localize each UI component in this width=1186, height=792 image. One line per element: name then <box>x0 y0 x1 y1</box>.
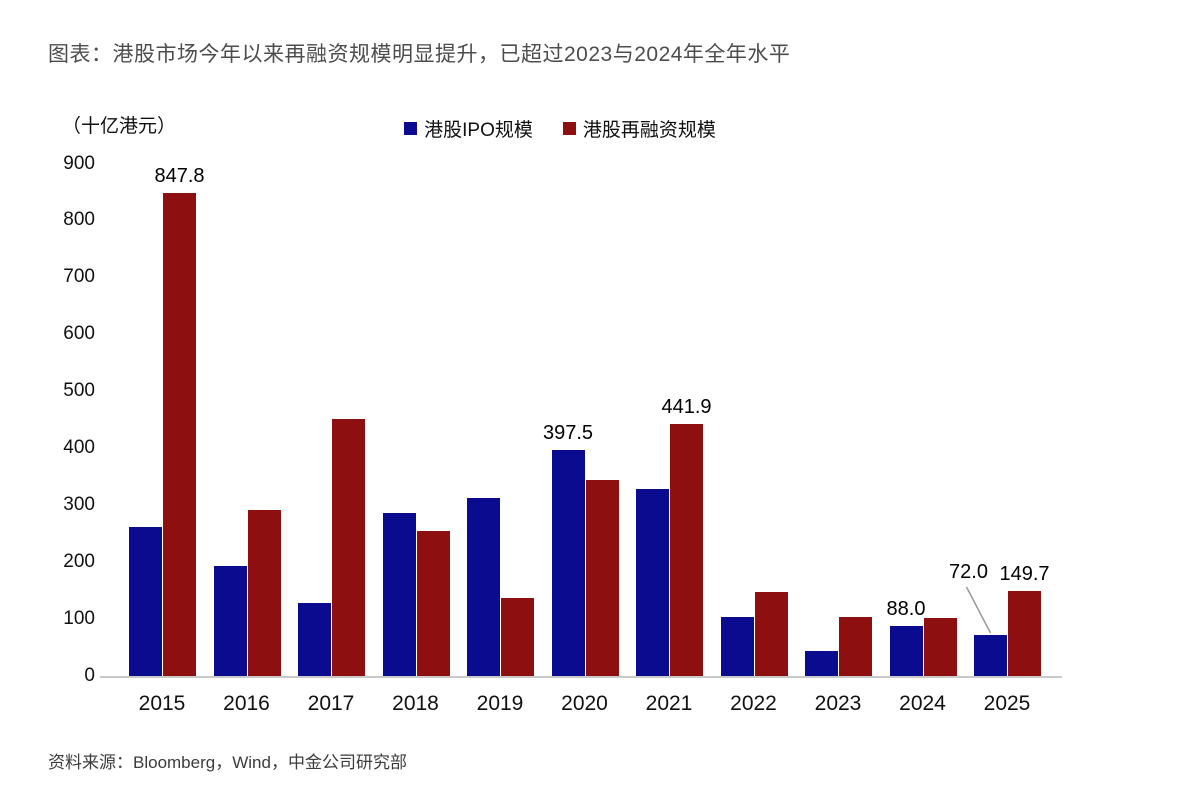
legend-label-refinancing: 港股再融资规模 <box>582 119 716 141</box>
y-axis-tick-label: 500 <box>63 380 95 402</box>
bar-2021-refinancing <box>670 424 703 676</box>
chart-legend: 港股IPO规模 港股再融资规模 <box>100 115 1020 142</box>
x-axis-line <box>100 676 1062 678</box>
x-axis-label-2025: 2025 <box>983 692 1031 715</box>
source-note: 资料来源：Bloomberg，Wind，中金公司研究部 <box>48 753 407 772</box>
data-label-2020-ipo: 397.5 <box>542 421 594 444</box>
bar-2023-refinancing <box>839 616 872 676</box>
y-axis-tick-label: 900 <box>63 152 95 174</box>
axis-unit-label: （十亿港元） <box>62 116 177 137</box>
data-label-2025-ipo: 72.0 <box>949 561 988 583</box>
bar-2016-refinancing <box>247 510 281 676</box>
bar-2023-ipo <box>805 650 838 676</box>
x-axis-label-2017: 2017 <box>307 692 355 715</box>
bar-2025-ipo <box>974 635 1007 676</box>
bar-2019-ipo <box>467 498 500 676</box>
y-axis-tick-label: 300 <box>63 494 95 516</box>
y-axis-tick-label: 0 <box>84 665 95 686</box>
legend-item-refinancing: 港股再融资规模 <box>562 115 716 142</box>
y-axis-tick-label: 700 <box>63 266 95 288</box>
legend-item-ipo: 港股IPO规模 <box>404 115 533 142</box>
x-axis-label-2015: 2015 <box>138 692 186 715</box>
bar-2021-ipo <box>636 488 669 676</box>
legend-label-ipo: 港股IPO规模 <box>424 119 533 141</box>
bar-2018-refinancing <box>416 531 450 676</box>
x-axis-label-2018: 2018 <box>392 692 439 715</box>
y-axis-tick-label: 400 <box>63 437 95 459</box>
bar-2020-ipo <box>551 449 585 676</box>
legend-swatch-refinancing-icon <box>562 121 576 135</box>
bar-2022-refinancing <box>754 592 788 676</box>
legend-swatch-ipo-icon <box>404 121 418 135</box>
data-label-2025-refinancing: 149.7 <box>999 562 1050 585</box>
bar-2017-ipo <box>298 603 331 676</box>
bar-2019-refinancing <box>501 597 534 676</box>
bar-2022-ipo <box>720 616 754 676</box>
data-label-2015-refinancing: 847.8 <box>154 165 205 188</box>
data-label-2021-refinancing: 441.9 <box>661 396 712 419</box>
x-axis-label-2016: 2016 <box>223 692 270 715</box>
x-axis-label-2021: 2021 <box>645 692 693 715</box>
x-axis-label-2019: 2019 <box>476 692 524 715</box>
bar-2017-refinancing <box>332 419 365 676</box>
bar-2020-refinancing <box>585 479 619 676</box>
y-axis-tick-label: 600 <box>63 323 95 345</box>
y-axis-tick-label: 100 <box>63 608 95 630</box>
bar-2016-ipo <box>213 566 247 676</box>
bar-2015-ipo <box>129 527 162 676</box>
bar-2015-refinancing <box>163 193 196 676</box>
x-axis-label-2024: 2024 <box>899 692 946 715</box>
x-axis-label-2022: 2022 <box>730 692 777 715</box>
data-label-2024-ipo: 88.0 <box>886 597 926 620</box>
bar-2024-refinancing <box>923 617 957 676</box>
x-axis-label-2020: 2020 <box>561 692 608 715</box>
y-axis-tick-label: 800 <box>63 209 95 231</box>
bar-2018-ipo <box>382 513 416 676</box>
bar-2024-ipo <box>889 625 923 676</box>
x-axis-label-2023: 2023 <box>814 692 862 715</box>
chart-title: 图表：港股市场今年以来再融资规模明显提升，已超过2023与2024年全年水平 <box>48 43 791 66</box>
bar-2025-refinancing <box>1008 590 1041 676</box>
y-axis-tick-label: 200 <box>63 551 95 573</box>
